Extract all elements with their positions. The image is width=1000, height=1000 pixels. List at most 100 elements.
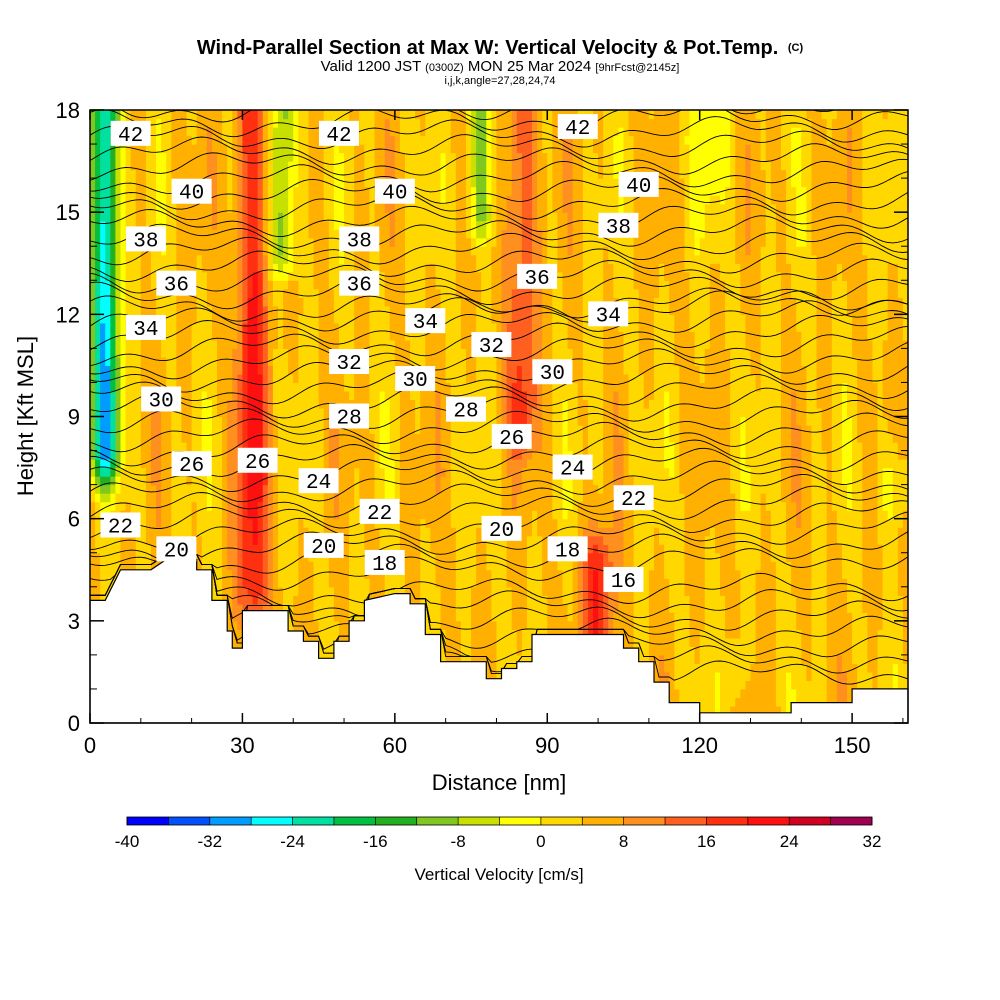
velocity-cell bbox=[420, 127, 426, 137]
velocity-cell bbox=[105, 254, 111, 264]
velocity-cell bbox=[349, 493, 355, 503]
velocity-cell bbox=[237, 305, 244, 315]
velocity-cell bbox=[156, 527, 162, 537]
velocity-cell bbox=[379, 467, 386, 477]
velocity-cell bbox=[252, 135, 259, 145]
velocity-cell bbox=[267, 433, 274, 443]
velocity-cell bbox=[227, 433, 233, 443]
velocity-cell bbox=[277, 467, 284, 477]
velocity-cell bbox=[435, 544, 442, 554]
velocity-cell bbox=[242, 561, 249, 571]
velocity-cell bbox=[267, 416, 274, 426]
velocity-cell bbox=[425, 263, 432, 273]
velocity-cell bbox=[288, 365, 294, 375]
velocity-cell bbox=[384, 433, 391, 443]
velocity-cell bbox=[415, 459, 421, 469]
velocity-cell bbox=[283, 442, 289, 452]
velocity-cell bbox=[232, 314, 238, 324]
velocity-cell bbox=[379, 314, 386, 324]
velocity-cell bbox=[425, 442, 432, 452]
velocity-cell bbox=[257, 288, 264, 298]
velocity-cell bbox=[399, 229, 406, 239]
velocity-cell bbox=[196, 561, 203, 571]
velocity-cell bbox=[410, 229, 416, 239]
velocity-cell bbox=[120, 501, 127, 511]
velocity-cell bbox=[176, 331, 183, 341]
velocity-cell bbox=[232, 271, 238, 281]
velocity-cell bbox=[171, 348, 177, 358]
velocity-cell bbox=[130, 450, 137, 460]
velocity-cell bbox=[105, 127, 111, 137]
velocity-cell bbox=[237, 407, 244, 418]
velocity-cell bbox=[267, 271, 274, 281]
velocity-cell bbox=[110, 416, 117, 426]
velocity-cell bbox=[135, 186, 142, 196]
velocity-cell bbox=[323, 416, 330, 426]
velocity-cell bbox=[171, 365, 177, 375]
velocity-cell bbox=[354, 178, 360, 188]
velocity-cell bbox=[293, 510, 299, 520]
velocity-cell bbox=[100, 169, 106, 179]
velocity-cell bbox=[293, 407, 299, 418]
velocity-cell bbox=[135, 433, 142, 443]
velocity-cell bbox=[247, 561, 254, 571]
velocity-cell bbox=[252, 407, 259, 418]
velocity-cell bbox=[242, 527, 249, 537]
velocity-cell bbox=[232, 322, 238, 332]
velocity-cell bbox=[247, 416, 254, 426]
velocity-cell bbox=[405, 110, 411, 120]
velocity-cell bbox=[156, 442, 162, 452]
velocity-cell bbox=[222, 510, 228, 520]
velocity-cell bbox=[227, 425, 233, 435]
velocity-cell bbox=[110, 544, 117, 554]
velocity-cell bbox=[257, 416, 264, 426]
velocity-cell bbox=[333, 382, 340, 392]
velocity-cell bbox=[115, 178, 122, 188]
velocity-cell bbox=[430, 161, 437, 171]
velocity-cell bbox=[267, 569, 274, 579]
velocity-cell bbox=[176, 356, 183, 367]
velocity-cell bbox=[430, 552, 437, 562]
velocity-cell bbox=[410, 144, 416, 154]
velocity-cell bbox=[242, 382, 249, 392]
velocity-cell bbox=[303, 612, 310, 622]
velocity-cell bbox=[430, 263, 437, 273]
velocity-cell bbox=[95, 459, 101, 469]
velocity-cell bbox=[272, 527, 279, 537]
velocity-cell bbox=[252, 186, 259, 196]
velocity-cell bbox=[420, 518, 426, 528]
velocity-cell bbox=[186, 229, 193, 239]
velocity-cell bbox=[298, 603, 304, 613]
velocity-cell bbox=[156, 178, 162, 188]
velocity-cell bbox=[257, 501, 264, 511]
velocity-cell bbox=[425, 212, 432, 222]
velocity-cell bbox=[389, 399, 396, 409]
velocity-cell bbox=[140, 484, 147, 494]
velocity-cell bbox=[191, 339, 198, 349]
velocity-cell bbox=[435, 467, 442, 477]
velocity-cell bbox=[90, 110, 96, 120]
velocity-cell bbox=[211, 433, 218, 443]
velocity-cell bbox=[100, 399, 106, 409]
velocity-cell bbox=[171, 169, 177, 179]
velocity-cell bbox=[298, 399, 304, 409]
velocity-cell bbox=[237, 425, 244, 435]
velocity-cell bbox=[384, 493, 391, 503]
velocity-cell bbox=[293, 186, 299, 196]
velocity-cell bbox=[440, 552, 447, 562]
velocity-cell bbox=[425, 476, 432, 486]
velocity-cell bbox=[298, 544, 304, 554]
velocity-cell bbox=[191, 203, 198, 213]
velocity-cell bbox=[120, 356, 127, 367]
velocity-cell bbox=[227, 544, 233, 554]
velocity-cell bbox=[237, 144, 244, 154]
velocity-cell bbox=[328, 595, 335, 605]
velocity-cell bbox=[333, 510, 340, 520]
velocity-cell bbox=[120, 110, 127, 120]
velocity-cell bbox=[145, 110, 152, 120]
velocity-cell bbox=[95, 569, 101, 579]
velocity-cell bbox=[308, 450, 315, 460]
velocity-cell bbox=[222, 246, 228, 256]
velocity-cell bbox=[420, 407, 426, 418]
velocity-cell bbox=[435, 178, 442, 188]
